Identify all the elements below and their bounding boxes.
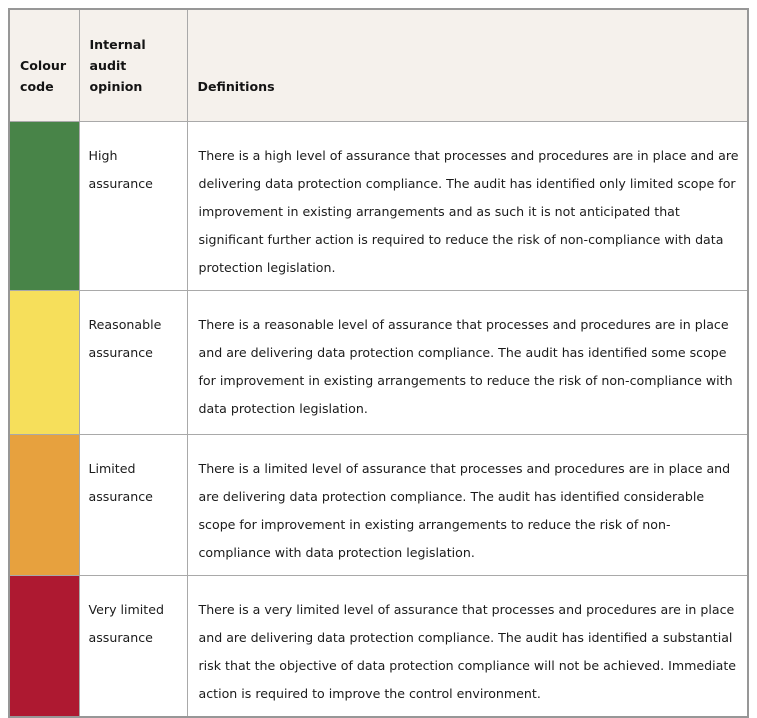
opinion-label-high-assurance: High assurance — [78, 120, 188, 291]
definition-text-high-assurance: There is a high level of assurance that … — [186, 120, 749, 291]
column-header-internal-audit-opinion: Internal audit opinion — [78, 8, 188, 122]
column-header-colour-code: Colour code — [8, 8, 80, 122]
column-header-definitions: Definitions — [186, 8, 749, 122]
definition-text-very-limited-assurance: There is a very limited level of assuran… — [186, 574, 749, 717]
opinion-label-reasonable-assurance: Reasonable assurance — [78, 289, 188, 435]
opinion-label-limited-assurance: Limited assurance — [78, 433, 188, 576]
colour-swatch-red — [8, 574, 80, 717]
table-row-reasonable-assurance: Reasonable assurance There is a reasonab… — [8, 289, 749, 435]
table-row-high-assurance: High assurance There is a high level of … — [8, 120, 749, 291]
definition-text-reasonable-assurance: There is a reasonable level of assurance… — [186, 289, 749, 435]
header-row: Colour code Internal audit opinion Defin… — [8, 8, 749, 122]
colour-swatch-orange — [8, 433, 80, 576]
table-row-very-limited-assurance: Very limited assurance There is a very l… — [8, 574, 749, 717]
audit-opinion-definitions-table: Colour code Internal audit opinion Defin… — [8, 8, 749, 718]
table-row-limited-assurance: Limited assurance There is a limited lev… — [8, 433, 749, 576]
colour-swatch-green — [8, 120, 80, 291]
colour-swatch-yellow — [8, 289, 80, 435]
opinion-label-very-limited-assurance: Very limited assurance — [78, 574, 188, 717]
definition-text-limited-assurance: There is a limited level of assurance th… — [186, 433, 749, 576]
